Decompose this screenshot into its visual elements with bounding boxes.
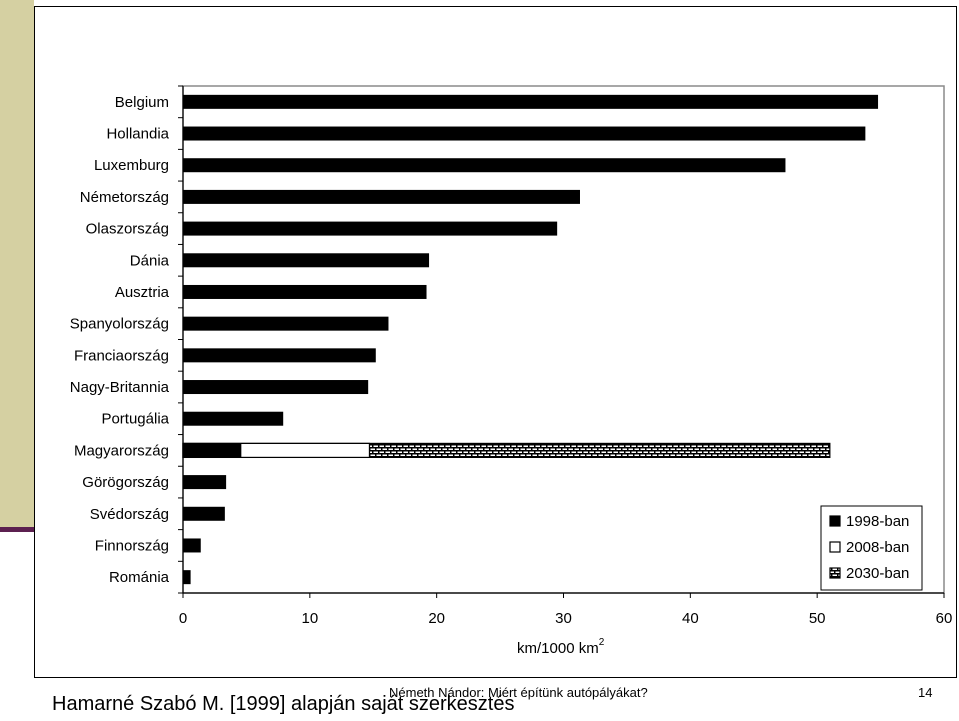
- category-label: Portugália: [101, 411, 169, 428]
- category-label: Ausztria: [115, 284, 170, 301]
- bar-1998-ban-Finnország: [183, 538, 201, 553]
- bar-1998-ban-Svédország: [183, 506, 225, 521]
- x-tick-label: 20: [428, 610, 445, 627]
- chart-frame: [34, 6, 957, 678]
- category-label: Olaszország: [86, 221, 169, 238]
- bar-1998-ban-Franciaország: [183, 348, 376, 363]
- legend-label: 2008-ban: [846, 539, 909, 556]
- legend-swatch-1998-ban: [829, 515, 841, 527]
- category-label: Románia: [109, 569, 170, 586]
- x-tick-label: 50: [809, 610, 826, 627]
- category-label: Nagy-Britannia: [70, 379, 170, 396]
- bar-1998-ban-Németország: [183, 189, 580, 204]
- accent-bar-olive: [0, 0, 34, 527]
- category-label: Görögország: [82, 474, 169, 491]
- bar-1998-ban-Dánia: [183, 253, 430, 268]
- legend-swatch-2030-ban: [829, 567, 841, 579]
- bar-1998-ban-Portugália: [183, 411, 284, 426]
- page-number: 14: [918, 685, 933, 700]
- x-tick-label: 60: [936, 610, 953, 627]
- category-label: Belgium: [115, 94, 169, 111]
- bar-1998-ban-Magyarország: [183, 443, 242, 458]
- category-label: Hollandia: [106, 126, 169, 143]
- source-note: Hamarné Szabó M. [1999] alapján saját sz…: [52, 693, 515, 715]
- bar-1998-ban-Románia: [183, 570, 191, 585]
- x-tick-label: 30: [555, 610, 572, 627]
- category-label: Luxemburg: [94, 157, 169, 174]
- bar-1998-ban-Nagy-Britannia: [183, 380, 369, 395]
- x-tick-label: 10: [301, 610, 318, 627]
- legend-label: 2030-ban: [846, 565, 909, 582]
- footer-title: Németh Nándor: Miért építünk autópályáka…: [389, 685, 648, 700]
- bar-1998-ban-Hollandia: [183, 126, 866, 141]
- bar-1998-ban-Ausztria: [183, 284, 427, 299]
- category-label: Franciaország: [74, 347, 169, 364]
- category-label: Finnország: [95, 537, 169, 554]
- bar-1998-ban-Görögország: [183, 475, 227, 490]
- x-axis-label: km/1000 km2: [517, 637, 605, 657]
- bar-1998-ban-Olaszország: [183, 221, 558, 236]
- legend-label: 1998-ban: [846, 513, 909, 530]
- bar-1998-ban-Luxemburg: [183, 158, 786, 173]
- category-label: Németország: [80, 189, 169, 206]
- legend: 1998-ban 2008-ban 2030-ban: [820, 505, 923, 591]
- x-tick-label: 40: [682, 610, 699, 627]
- category-label: Spanyolország: [70, 316, 169, 333]
- accent-bar-purple: [0, 527, 34, 532]
- category-label: Magyarország: [74, 442, 169, 459]
- bar-1998-ban-Spanyolország: [183, 316, 389, 331]
- x-tick-label: 0: [179, 610, 187, 627]
- category-label: Svédország: [90, 506, 169, 523]
- category-label: Dánia: [130, 252, 170, 269]
- bar-1998-ban-Belgium: [183, 94, 879, 109]
- legend-swatch-2008-ban: [829, 541, 841, 553]
